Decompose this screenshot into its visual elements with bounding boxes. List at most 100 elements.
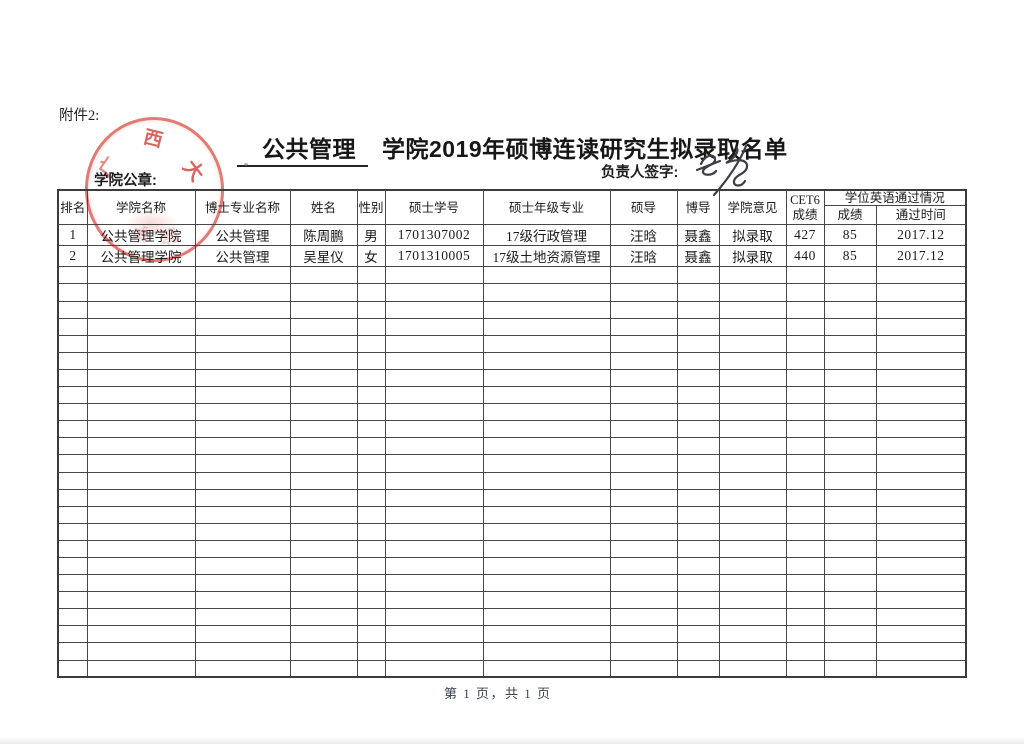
empty-cell [676, 659, 720, 678]
empty-cell [676, 317, 720, 336]
empty-row [57, 625, 967, 644]
empty-cell [57, 591, 88, 610]
empty-cell [384, 454, 484, 473]
empty-cell [194, 386, 291, 405]
empty-cell [356, 659, 386, 678]
table-row: 2 公共管理学院 公共管理 吴星仪女 1701310005 17级土地资源管理 汪晗 聂鑫 拟录… [57, 245, 967, 268]
empty-cell [289, 642, 358, 661]
empty-cell [57, 488, 88, 507]
empty-cell [785, 420, 825, 439]
empty-cell [875, 368, 967, 388]
empty-cell [86, 334, 196, 353]
empty-cell [482, 642, 611, 661]
empty-cell [482, 454, 611, 473]
empty-row [57, 642, 967, 661]
cell-gender: 男 [356, 224, 386, 247]
empty-cell [356, 471, 386, 490]
empty-cell [194, 556, 291, 576]
empty-cell [289, 659, 358, 678]
empty-cell [609, 334, 678, 353]
empty-cell [356, 283, 386, 302]
empty-row [57, 454, 967, 473]
empty-cell [384, 368, 484, 388]
empty-cell [356, 317, 386, 336]
empty-cell [57, 334, 88, 353]
empty-cell [482, 351, 611, 370]
empty-cell [86, 454, 196, 473]
cell-rank: 1 [57, 224, 88, 247]
empty-cell [57, 642, 88, 661]
empty-cell [785, 471, 825, 490]
empty-cell [194, 334, 291, 353]
empty-cell [875, 317, 967, 336]
empty-cell [482, 659, 611, 678]
empty-cell [609, 625, 678, 644]
seal-label: 学院公章: [94, 173, 157, 189]
empty-cell [194, 403, 291, 422]
empty-row [57, 437, 967, 456]
col-header-phd-advisor: 博导 [676, 189, 720, 226]
empty-cell [875, 591, 967, 610]
empty-cell [57, 403, 88, 422]
empty-cell [875, 266, 967, 285]
empty-cell [609, 317, 678, 336]
empty-cell [356, 403, 386, 422]
empty-cell [676, 488, 720, 507]
empty-cell [823, 556, 877, 576]
empty-cell [718, 608, 787, 627]
empty-row [57, 351, 967, 370]
cell-master_grade_major: 17级行政管理 [482, 224, 611, 247]
cell-cet6: 440 [785, 245, 825, 268]
empty-cell [676, 351, 720, 370]
empty-cell [718, 351, 787, 370]
col-header-master-grade-major: 硕士年级专业 [482, 189, 611, 226]
empty-cell [356, 266, 386, 285]
empty-row [57, 539, 967, 558]
empty-cell [676, 591, 720, 610]
empty-cell [785, 454, 825, 473]
empty-cell [289, 403, 358, 422]
empty-cell [609, 556, 678, 576]
empty-cell [875, 334, 967, 353]
empty-cell [718, 659, 787, 678]
empty-cell [482, 386, 611, 405]
empty-cell [785, 300, 825, 319]
empty-cell [86, 403, 196, 422]
empty-cell [676, 300, 720, 319]
empty-cell [482, 300, 611, 319]
empty-cell [384, 556, 484, 576]
empty-row [57, 317, 967, 336]
empty-cell [785, 505, 825, 524]
empty-cell [57, 574, 88, 593]
empty-cell [57, 283, 88, 302]
empty-cell [482, 505, 611, 524]
empty-row [57, 522, 967, 541]
empty-cell [609, 437, 678, 456]
empty-cell [57, 608, 88, 627]
empty-cell [57, 625, 88, 644]
col-header-rank: 排名 [57, 189, 88, 226]
empty-cell [194, 454, 291, 473]
empty-cell [356, 539, 386, 558]
empty-cell [194, 591, 291, 610]
empty-cell [609, 283, 678, 302]
empty-cell [875, 488, 967, 507]
empty-cell [384, 471, 484, 490]
empty-cell [356, 522, 386, 541]
empty-cell [718, 574, 787, 593]
empty-cell [86, 539, 196, 558]
empty-cell [676, 539, 720, 558]
empty-row [57, 334, 967, 353]
empty-cell [356, 368, 386, 388]
empty-row [57, 471, 967, 490]
empty-cell [57, 420, 88, 439]
empty-cell [57, 317, 88, 336]
empty-cell [823, 608, 877, 627]
empty-cell [57, 386, 88, 405]
empty-cell [194, 625, 291, 644]
empty-cell [823, 505, 877, 524]
empty-cell [356, 574, 386, 593]
empty-cell [86, 317, 196, 336]
empty-cell [194, 437, 291, 456]
empty-cell [86, 659, 196, 678]
